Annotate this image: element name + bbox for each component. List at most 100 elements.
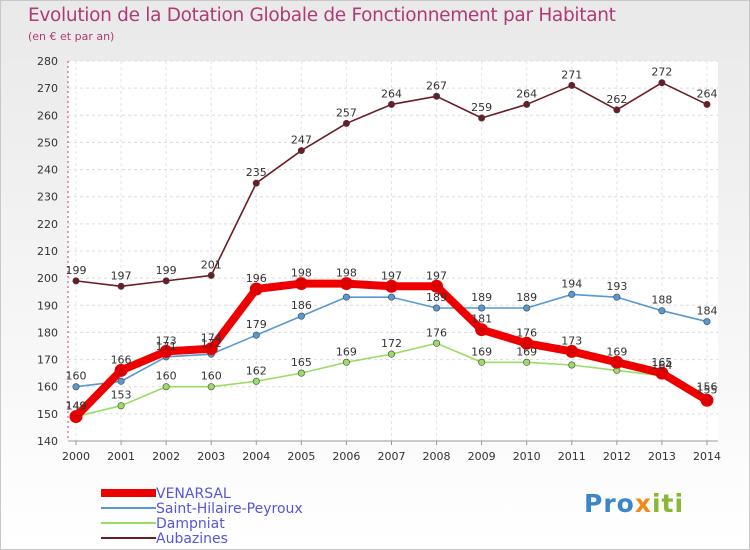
- data-point: [568, 290, 576, 298]
- data-label: 189: [426, 291, 447, 304]
- data-point: [430, 279, 444, 293]
- data-point: [700, 393, 714, 407]
- y-tick-label: 200: [37, 272, 58, 285]
- legend-label: VENARSAL: [156, 486, 231, 502]
- data-point: [523, 358, 531, 366]
- data-point: [387, 350, 395, 358]
- data-label: 165: [651, 356, 672, 369]
- x-tick-label: 2009: [468, 450, 496, 463]
- data-point: [478, 304, 486, 312]
- data-label: 160: [66, 370, 87, 383]
- data-label: 166: [111, 353, 132, 366]
- data-point: [520, 336, 534, 350]
- data-point: [252, 179, 260, 187]
- data-label: 271: [561, 68, 582, 81]
- data-label: 198: [336, 267, 357, 280]
- data-label: 198: [291, 267, 312, 280]
- data-point: [610, 355, 624, 369]
- data-label: 179: [246, 318, 267, 331]
- legend-label: Aubazines: [156, 531, 228, 547]
- legend-swatch: [101, 522, 156, 524]
- data-point: [342, 293, 350, 301]
- data-label: 155: [696, 383, 717, 396]
- data-point: [703, 318, 711, 326]
- data-label: 162: [246, 364, 267, 377]
- y-tick-label: 210: [37, 245, 58, 258]
- data-label: 197: [381, 269, 402, 282]
- data-label: 264: [381, 87, 402, 100]
- data-label: 184: [696, 305, 717, 318]
- data-point: [478, 358, 486, 366]
- data-label: 259: [471, 101, 492, 114]
- y-tick-label: 250: [37, 136, 58, 149]
- logo-part-2: x: [634, 489, 652, 518]
- logo-part-1: Pro: [584, 489, 635, 518]
- data-label: 264: [516, 87, 537, 100]
- data-point: [117, 282, 125, 290]
- data-point: [703, 100, 711, 108]
- data-label: 153: [111, 389, 132, 402]
- data-label: 197: [426, 269, 447, 282]
- data-label: 173: [156, 334, 177, 347]
- data-label: 169: [606, 345, 627, 358]
- data-label: 164: [651, 359, 672, 372]
- data-label: 149: [66, 400, 87, 413]
- data-label: 199: [156, 264, 177, 277]
- data-label: 247: [291, 134, 312, 147]
- x-tick-label: 2010: [513, 450, 541, 463]
- y-tick-label: 140: [37, 435, 58, 448]
- data-label: 193: [606, 280, 627, 293]
- data-label: 194: [561, 277, 582, 290]
- data-label: 172: [381, 337, 402, 350]
- data-point: [613, 106, 621, 114]
- x-tick-label: 2012: [603, 450, 631, 463]
- data-point: [69, 410, 83, 424]
- data-label: 160: [156, 370, 177, 383]
- data-label: 171: [156, 340, 177, 353]
- data-point: [433, 339, 441, 347]
- proxiti-logo: Proxiti: [584, 489, 684, 518]
- data-point: [297, 369, 305, 377]
- data-point: [384, 279, 398, 293]
- data-point: [252, 377, 260, 385]
- y-tick-label: 170: [37, 354, 58, 367]
- legend-swatch: [101, 489, 156, 497]
- legend-swatch: [101, 537, 156, 539]
- data-label: 257: [336, 106, 357, 119]
- data-point: [523, 304, 531, 312]
- x-tick-label: 2008: [423, 450, 451, 463]
- data-label: 156: [696, 381, 717, 394]
- data-point: [523, 100, 531, 108]
- data-point: [207, 271, 215, 279]
- logo-part-3: iti: [651, 489, 685, 518]
- data-label: 196: [246, 272, 267, 285]
- data-point: [297, 312, 305, 320]
- data-point: [204, 342, 218, 356]
- data-label: 172: [201, 337, 222, 350]
- data-label: 189: [516, 291, 537, 304]
- data-point: [159, 344, 173, 358]
- data-label: 173: [561, 334, 582, 347]
- data-point: [568, 81, 576, 89]
- data-label: 149: [66, 400, 87, 413]
- y-tick-label: 190: [37, 299, 58, 312]
- data-label: 272: [651, 66, 672, 79]
- y-tick-label: 240: [37, 164, 58, 177]
- legend-label: Dampniat: [156, 516, 225, 532]
- data-point: [433, 304, 441, 312]
- data-point: [475, 323, 489, 337]
- data-label: 264: [696, 87, 717, 100]
- data-label: 199: [66, 264, 87, 277]
- data-point: [342, 358, 350, 366]
- y-tick-label: 160: [37, 381, 58, 394]
- data-point: [294, 277, 308, 291]
- data-point: [117, 377, 125, 385]
- data-point: [207, 383, 215, 391]
- data-point: [342, 119, 350, 127]
- data-label: 197: [111, 269, 132, 282]
- data-label: 169: [471, 345, 492, 358]
- data-point: [297, 147, 305, 155]
- x-tick-label: 2003: [197, 450, 225, 463]
- data-label: 160: [201, 370, 222, 383]
